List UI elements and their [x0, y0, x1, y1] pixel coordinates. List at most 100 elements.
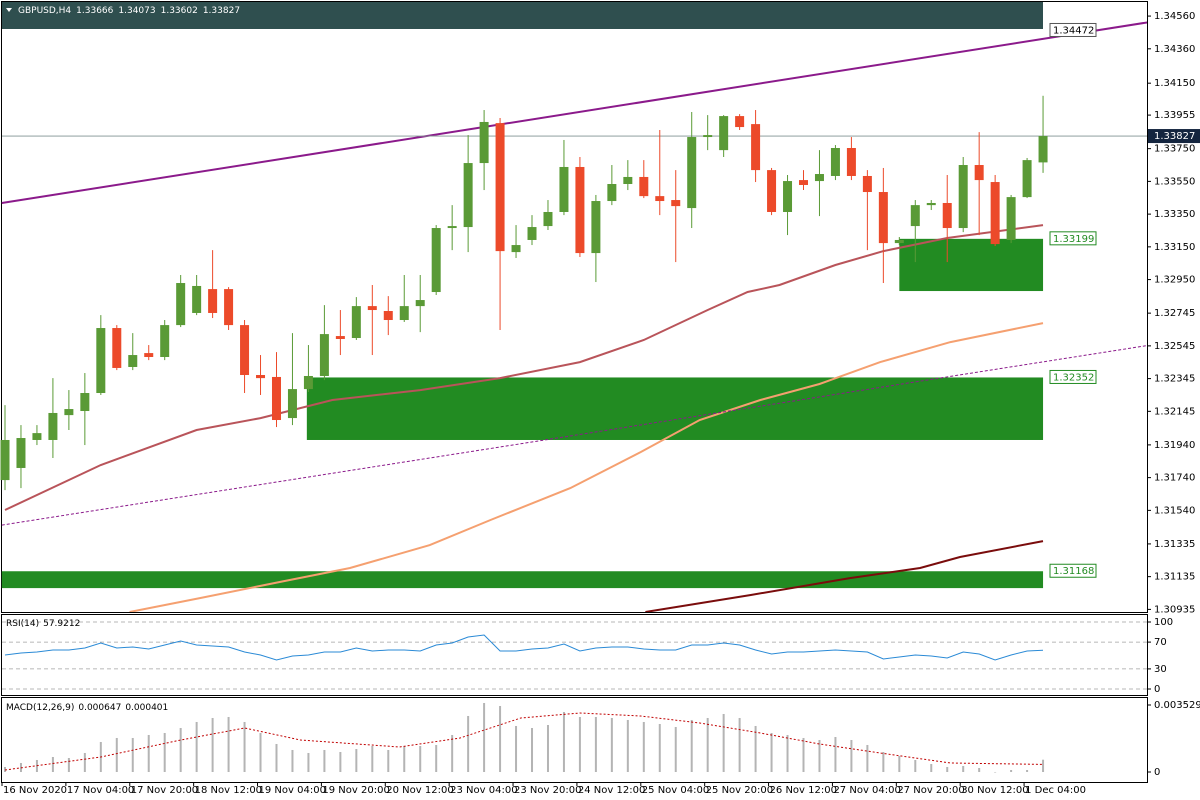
y-tick-label: 30	[1154, 664, 1167, 675]
histogram-bar	[323, 749, 326, 772]
candle-body	[240, 325, 250, 376]
candle-body	[862, 175, 872, 193]
y-tick-label: 1.33350	[1154, 209, 1195, 220]
candle-body	[208, 289, 218, 313]
y-tick-label: 70	[1154, 637, 1167, 648]
candle-body	[176, 283, 186, 326]
candle-body	[335, 336, 345, 339]
y-tick-label: 1.31335	[1154, 539, 1195, 550]
candle-body	[367, 306, 377, 311]
histogram-bar	[962, 765, 965, 772]
histogram-bar	[275, 743, 278, 772]
candle-body	[256, 375, 266, 379]
y-tick-label: 1.32950	[1154, 275, 1195, 286]
zone-label-box	[1049, 231, 1097, 246]
histogram-bar	[515, 725, 518, 772]
x-tick-label: 19 Nov 20:00	[322, 785, 389, 796]
histogram-bar	[403, 746, 406, 772]
candle-body	[1038, 136, 1048, 163]
overlay-line	[129, 322, 1044, 612]
histogram-bar	[467, 715, 470, 772]
y-tick-label: 1.33150	[1154, 242, 1195, 253]
candle-body	[846, 147, 856, 176]
x-tick-label: 1 Dec 04:00	[1025, 785, 1086, 796]
candle-body	[319, 334, 329, 376]
candle-body	[958, 165, 968, 229]
candle-body	[96, 328, 106, 394]
histogram-bar	[946, 767, 949, 772]
candle-body	[144, 353, 154, 358]
histogram-bar	[307, 752, 310, 772]
histogram-bar	[850, 740, 853, 772]
candle-body	[399, 306, 409, 321]
histogram-bar	[387, 749, 390, 772]
candle-body	[655, 196, 665, 202]
candle-body	[878, 192, 888, 244]
signal-value: 0.000401	[125, 703, 168, 713]
y-tick-label: 100	[1154, 617, 1173, 628]
y-tick-label: 1.31740	[1154, 473, 1195, 484]
y-tick-label: 1.32345	[1154, 374, 1195, 385]
candle-body	[192, 285, 202, 313]
header-value: GBPUSD,H4	[18, 6, 71, 16]
x-tick-label: 23 Nov 20:00	[514, 785, 581, 796]
histogram-bar	[930, 764, 933, 772]
histogram-bar	[419, 746, 422, 772]
x-tick-label: 24 Nov 12:00	[578, 785, 645, 796]
histogram-bar	[131, 737, 134, 772]
candle-body	[112, 328, 122, 368]
histogram-bar	[179, 728, 182, 772]
candle-body	[479, 121, 489, 164]
candle-body	[160, 325, 170, 358]
x-tick-label: 25 Nov 04:00	[642, 785, 709, 796]
y-tick-label: 1.30935	[1154, 604, 1195, 615]
x-tick-label: 26 Nov 12:00	[770, 785, 837, 796]
histogram-bar	[722, 713, 725, 772]
histogram-bar	[594, 716, 597, 772]
candle-body	[942, 202, 952, 229]
candle-body	[751, 124, 761, 171]
candle-body	[687, 137, 697, 209]
histogram-bar	[147, 734, 150, 772]
candle-body	[32, 433, 42, 440]
candle-body	[287, 389, 297, 419]
zone	[306, 377, 1044, 440]
candle-body	[64, 409, 74, 416]
pane-header: MACD(12,26,9) 0.000647 0.000401	[6, 703, 168, 713]
indicator-value: 0.000647	[78, 703, 121, 713]
histogram-bar	[818, 740, 821, 772]
menu-arrow	[6, 8, 12, 12]
histogram-bar	[227, 716, 230, 772]
histogram-bar	[786, 734, 789, 772]
y-tick-label: 1.33750	[1154, 144, 1195, 155]
overlay-line	[1, 21, 1147, 204]
plot-layer: 1.34560 1.34360 1.34150 1.33955 1.33750 1.335…	[0, 6, 1200, 796]
y-tick-label: 1.34150	[1154, 78, 1195, 89]
line-label-box	[1049, 22, 1097, 37]
y-tick-label: 0	[1154, 684, 1160, 695]
indicator-name: MACD(12,26,9)	[6, 703, 74, 713]
histogram-bar	[754, 725, 757, 772]
histogram-bar	[978, 767, 981, 772]
histogram-bar	[706, 717, 709, 772]
histogram-bar	[339, 752, 342, 772]
candle-body	[431, 228, 441, 293]
overlay-line	[4, 224, 1044, 511]
candle-body	[128, 355, 138, 367]
x-tick-label: 18 Nov 12:00	[195, 785, 262, 796]
macd-pane	[1, 697, 1148, 783]
candle-body	[0, 439, 10, 481]
y-tick-label: 1.33955	[1154, 110, 1195, 121]
zone	[899, 238, 1044, 292]
candle-body	[767, 170, 777, 212]
header-band	[2, 2, 1043, 29]
candle-body	[511, 245, 521, 253]
histogram-bar	[355, 749, 358, 772]
histogram-bar	[67, 758, 70, 772]
candle-body	[575, 166, 585, 254]
candle-body	[1006, 197, 1016, 240]
candle-body	[623, 176, 633, 185]
x-tick-label: 30 Nov 12:00	[961, 785, 1028, 796]
